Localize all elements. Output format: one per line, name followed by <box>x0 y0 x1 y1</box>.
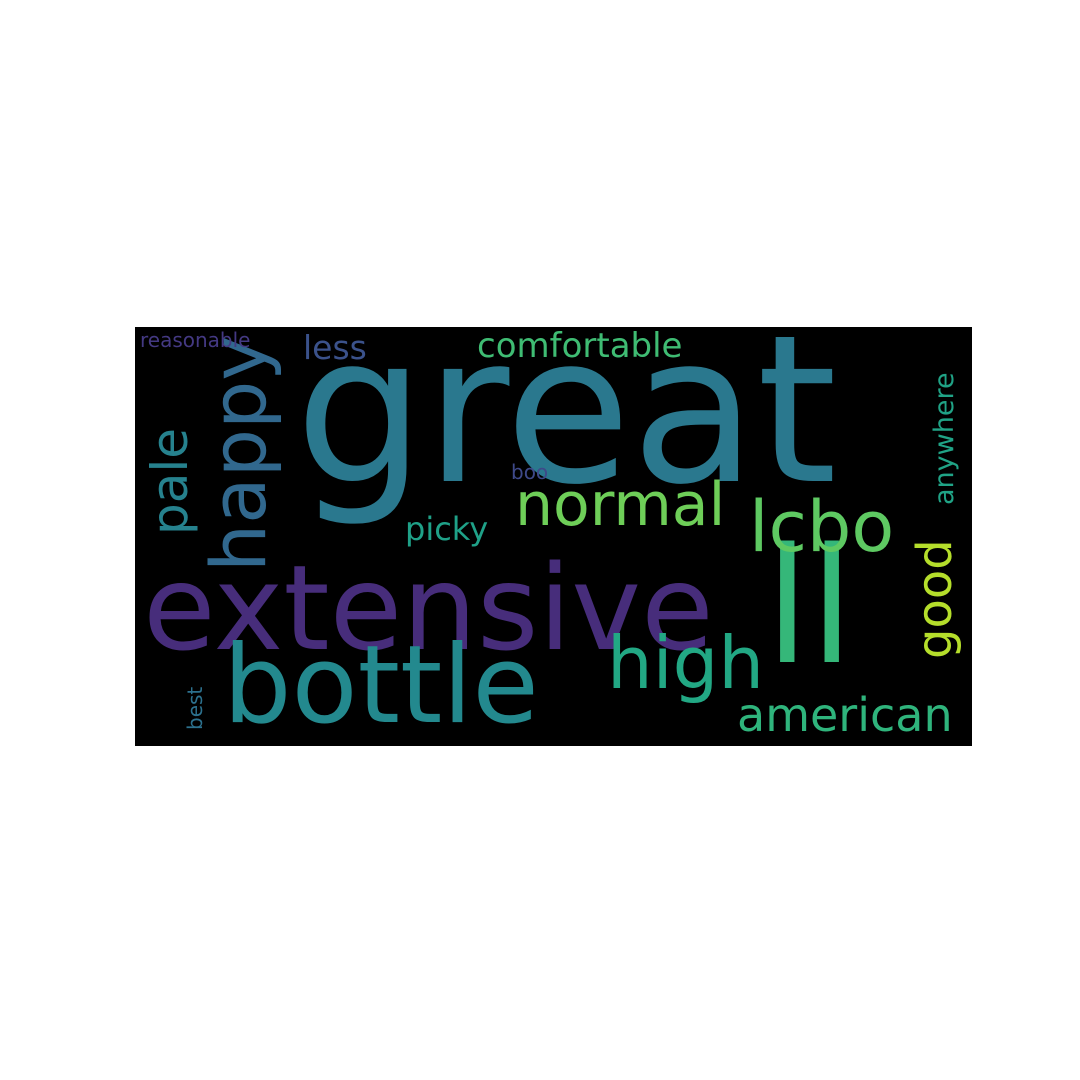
word-boo: boo <box>511 460 549 484</box>
word-lcbo: lcbo <box>749 486 895 568</box>
word-good: good <box>907 539 963 659</box>
word-happy: happy <box>194 335 283 572</box>
word-great: great <box>295 327 838 530</box>
word-picky: picky <box>405 510 489 548</box>
word-high: high <box>607 621 764 705</box>
word-comfortable: comfortable <box>477 327 683 366</box>
word-anywhere: anywhere <box>929 372 960 505</box>
word-american: american <box>737 688 953 742</box>
word-best: best <box>183 686 207 730</box>
word-bottle: bottle <box>223 623 539 746</box>
word-normal: normal <box>515 470 726 540</box>
word-extensive: extensive <box>143 539 714 677</box>
word-reasonable: reasonable <box>140 328 251 352</box>
word-less: less <box>303 328 367 367</box>
word-cloud-canvas: great extensive ll bottle happy normal l… <box>135 327 972 746</box>
word-ll: ll <box>765 513 854 700</box>
word-pale: pale <box>141 427 199 535</box>
